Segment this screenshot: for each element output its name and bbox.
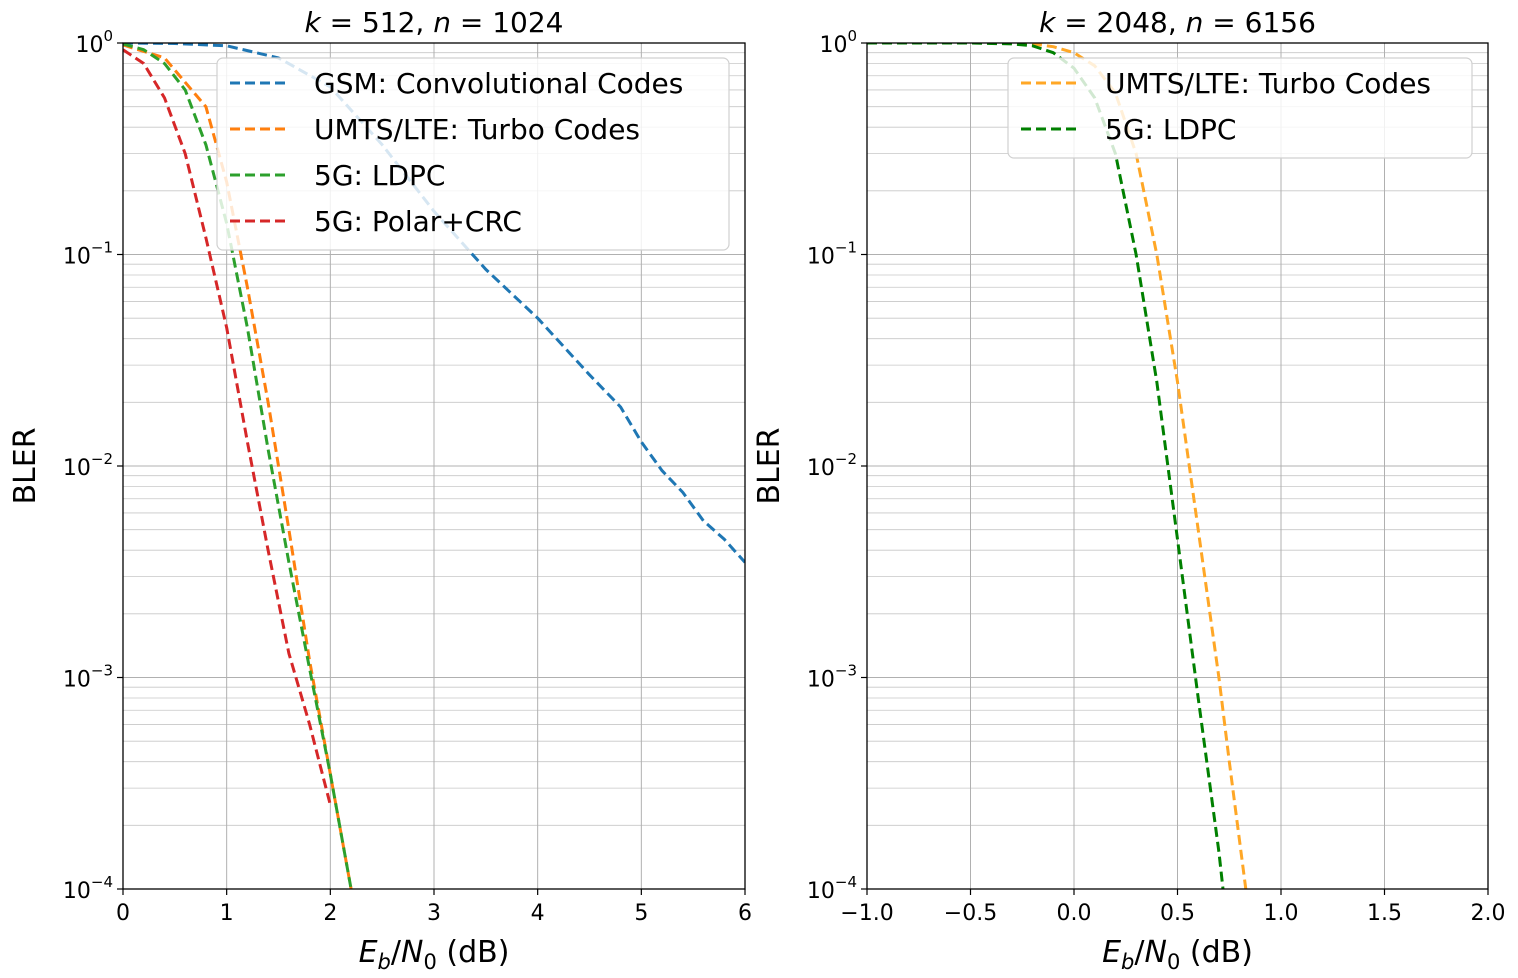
series-line-1 [123,43,745,564]
y-tick-label: 10−1 [807,239,857,270]
y-axis-label: BLER [752,427,787,504]
chart-title: k = 512, n = 1024 [304,6,563,39]
legend-box [1007,57,1473,159]
y-tick-label: 10−4 [807,873,857,904]
x-tick-label: 0.5 [1160,901,1195,926]
legend-entry-4: 5G: Polar+CRC [314,205,522,238]
x-tick-label: 4 [531,901,545,926]
y-tick-label: 100 [75,27,113,58]
legend-entry-1: GSM: Convolutional Codes [314,67,683,100]
legend-entry-3: 5G: LDPC [314,159,445,192]
x-tick-label: 1.0 [1264,901,1299,926]
x-tick-label: 2 [323,901,337,926]
y-axis-label: BLER [8,427,43,504]
x-tick-label: 1.5 [1367,901,1402,926]
x-tick-label: 1 [220,901,234,926]
x-tick-label: 3 [427,901,441,926]
x-tick-label: 0 [116,901,130,926]
y-tick-label: 100 [819,27,857,58]
legend-box [216,57,730,251]
chart-title: k = 2048, n = 6156 [1039,6,1316,39]
x-tick-label: 6 [738,901,752,926]
y-tick-label: 10−3 [63,662,113,693]
series-line-3 [123,43,353,889]
x-tick-label: −1.0 [840,901,893,926]
y-tick-label: 10−2 [807,450,857,481]
grid [866,42,1489,890]
legend-entry-2: UMTS/LTE: Turbo Codes [314,113,640,146]
y-tick-label: 10−3 [807,662,857,693]
series-line-4 [123,48,332,806]
x-axis-label: Eb/N0 (dB) [1102,935,1253,974]
legend-entry-2: 5G: LDPC [1105,113,1236,146]
legend: GSM: Convolutional Codes UMTS/LTE: Turbo … [216,57,730,251]
chart-panel-2: −1.0 −0.5 0.0 0.5 1.0 1.5 2.0 100 10−1 10−2 10−3 10… [752,6,1506,974]
x-axis-label: Eb/N0 (dB) [359,935,510,974]
legend: UMTS/LTE: Turbo Codes 5G: LDPC [1007,57,1473,159]
y-tick-label: 10−4 [63,873,113,904]
series-group [123,43,745,889]
x-tick-label: −0.5 [944,901,997,926]
chart-panel-1: 0 1 2 3 4 5 6 100 10−1 10−2 10−3 10−4 BLER Eb/N0 (dB)… [8,6,752,974]
y-tick-label: 10−2 [63,450,113,481]
y-tick-label: 10−1 [63,239,113,270]
x-tick-label: 5 [634,901,648,926]
x-tick-label: 2.0 [1471,901,1506,926]
x-tick-label: 0.0 [1057,901,1092,926]
legend-entry-1: UMTS/LTE: Turbo Codes [1105,67,1431,100]
